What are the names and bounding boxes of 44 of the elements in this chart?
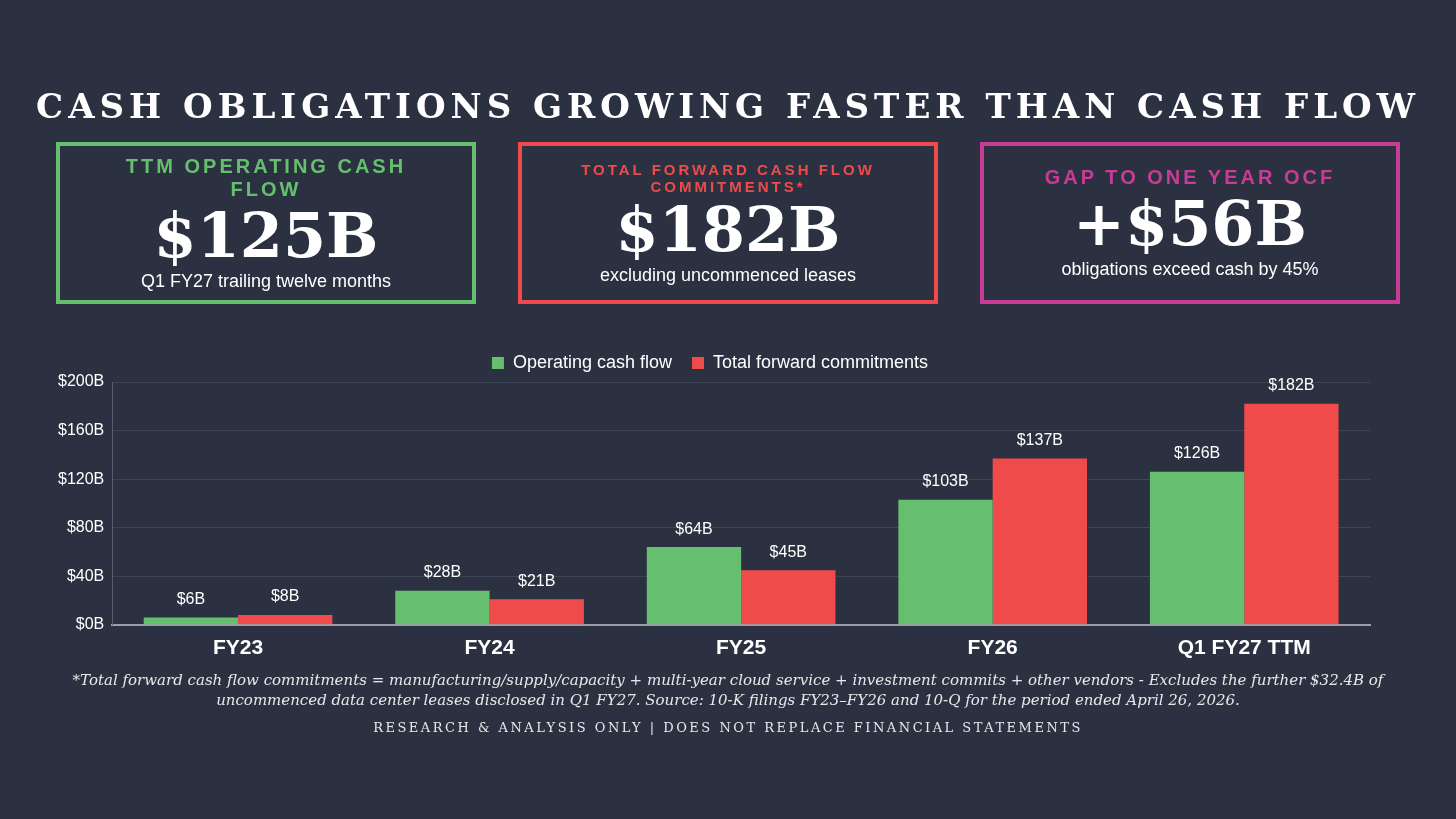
y-tick-label: $40B [66,566,105,584]
data-label: $103B [922,472,969,490]
data-label: $21B [518,571,556,589]
text: *Total forward cash flow commitments = manufacturing/supply/capacity + multi-year cloud service + investment commits + other vendors - Excludes the further $32.4B of uncommenced data center leases disclosed in Q1 FY27. Source: 10-K filings FY23–FY26 and 10-Q for the period ended April 26, 2026. [71,670,1387,710]
text: TOTAL FORWARD CASH FLOW COMMITMENTS* [580,160,876,195]
data-label: $126B [1173,444,1221,462]
text: Q1 FY27 trailing twelve months [140,270,392,292]
legend-label: Operating cash flow [512,351,674,372]
text: RESEARCH & ANALYSIS ONLY | DOES NOT REPLACE FINANCIAL STATEMENTS [372,720,1084,735]
data-label: $182B [1268,376,1315,394]
data-label: $28B [423,563,462,581]
bar [489,599,584,625]
y-tick-label: $160B [58,420,105,438]
x-tick-label: FY26 [967,635,1018,659]
text: GAP TO ONE YEAR OCF [1043,166,1337,189]
bar [1149,471,1245,625]
data-label: $6B [176,589,206,607]
bar [646,547,742,625]
bar [898,499,993,625]
bar [741,570,836,625]
x-tick-label: FY25 [716,635,767,659]
y-tick-label: $0B [75,615,105,633]
bar [238,615,333,625]
data-label: $137B [1016,430,1063,448]
x-tick-label: FY23 [212,635,264,659]
text: excluding uncommenced leases [599,264,857,286]
y-tick-label: $80B [66,518,105,536]
bar [1244,403,1339,625]
bar [992,458,1088,625]
data-label: $64B [675,519,713,537]
text: $182B [615,192,841,266]
text: +$56B [1073,187,1307,260]
text: $125B [153,198,379,272]
y-tick-label: $120B [58,469,105,487]
text: TTM OPERATING CASH FLOW [124,154,408,201]
y-tick-label: $200B [58,372,105,390]
legend-label: Total forward commitments [713,351,929,372]
data-label: $8B [270,587,300,605]
x-tick-label: Q1 FY27 TTM [1177,635,1311,659]
chart-title: CASH OBLIGATIONS GROWING FASTER THAN CASH FLOW [35,85,1421,126]
x-tick-label: FY24 [464,635,515,659]
bar [395,590,490,625]
text: obligations exceed cash by 45% [1061,259,1319,280]
data-label: $45B [769,542,807,560]
